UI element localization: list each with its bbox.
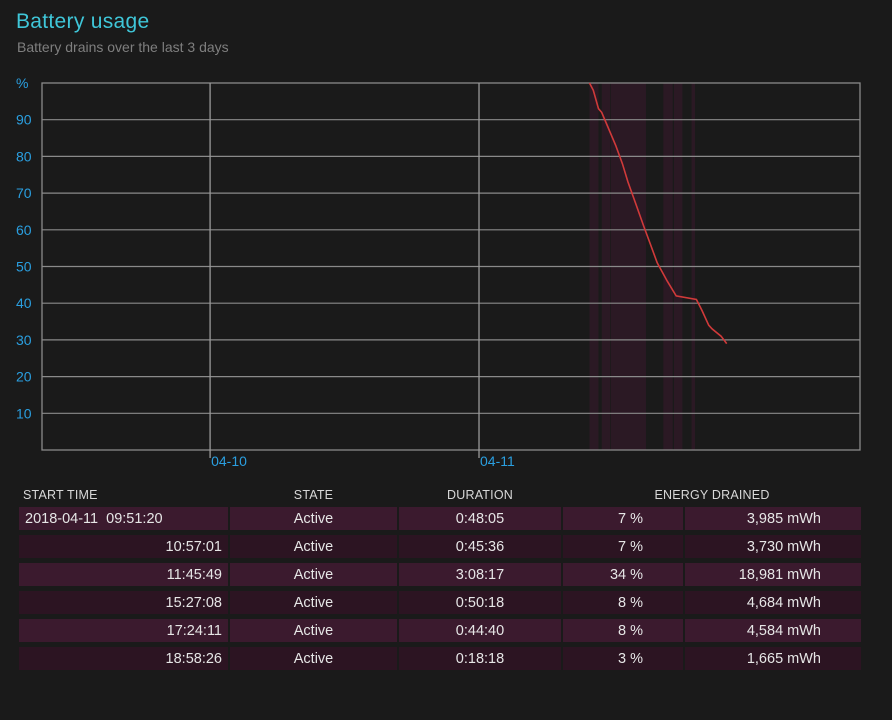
duration: 0:44:40 — [399, 619, 561, 642]
table-row: 2018-04-11 09:51:20 Active 0:48:05 7 % 3… — [19, 507, 861, 530]
duration: 0:45:36 — [399, 535, 561, 558]
battery-usage-table: START TIME STATE DURATION ENERGY DRAINED… — [17, 483, 863, 675]
duration: 3:08:17 — [399, 563, 561, 586]
state: Active — [230, 619, 397, 642]
y-tick-label: 80 — [16, 148, 32, 164]
col-energy-drained: ENERGY DRAINED — [654, 488, 770, 502]
x-tick-label: 04-10 — [211, 453, 247, 469]
battery-drain-line — [588, 82, 728, 345]
x-tick-label: 04-11 — [480, 453, 515, 469]
start-time: 10:57:01 — [19, 535, 228, 558]
energy-percent: 8 % — [563, 619, 683, 642]
y-tick-label: 30 — [16, 332, 32, 348]
energy-percent: 3 % — [563, 647, 683, 670]
y-tick-label: 10 — [16, 405, 32, 421]
energy-mwh: 1,665 mWh — [685, 647, 861, 670]
energy-percent: 8 % — [563, 591, 683, 614]
drain-series — [588, 82, 728, 345]
energy-percent: 7 % — [563, 535, 683, 558]
page-subtitle: Battery drains over the last 3 days — [17, 39, 229, 55]
x-axis-labels: 04-10 04-11 — [211, 453, 515, 469]
chart-grid — [41, 82, 861, 458]
energy-percent: 7 % — [563, 507, 683, 530]
table-row: 15:27:08 Active 0:50:18 8 % 4,684 mWh — [19, 591, 861, 614]
col-state: STATE — [293, 488, 334, 502]
page-title: Battery usage — [16, 10, 150, 33]
table-row: 18:58:26 Active 0:18:18 3 % 1,665 mWh — [19, 647, 861, 670]
state: Active — [230, 591, 397, 614]
energy-mwh: 3,985 mWh — [685, 507, 861, 530]
energy-mwh: 3,730 mWh — [685, 535, 861, 558]
start-time: 18:58:26 — [19, 647, 228, 670]
start-time: 11:45:49 — [19, 563, 228, 586]
col-start-time: START TIME — [23, 488, 98, 502]
table-row: 10:57:01 Active 0:45:36 7 % 3,730 mWh — [19, 535, 861, 558]
y-tick-label: 20 — [16, 369, 32, 385]
energy-mwh: 4,584 mWh — [685, 619, 861, 642]
energy-mwh: 4,684 mWh — [685, 591, 861, 614]
state: Active — [230, 507, 397, 530]
y-axis-unit: % — [16, 75, 28, 91]
energy-mwh: 18,981 mWh — [685, 563, 861, 586]
table-row: 11:45:49 Active 3:08:17 34 % 18,981 mWh — [19, 563, 861, 586]
state: Active — [230, 563, 397, 586]
state: Active — [230, 535, 397, 558]
y-tick-label: 90 — [16, 112, 32, 128]
table-row: 17:24:11 Active 0:44:40 8 % 4,584 mWh — [19, 619, 861, 642]
duration: 0:48:05 — [399, 507, 561, 530]
y-tick-label: 40 — [16, 295, 32, 311]
start-time: 17:24:11 — [19, 619, 228, 642]
y-tick-label: 70 — [16, 185, 32, 201]
y-tick-label: 50 — [16, 259, 32, 275]
y-tick-label: 60 — [16, 222, 32, 238]
table-header-row: START TIME STATE DURATION ENERGY DRAINED — [19, 488, 861, 502]
y-axis-labels: % 10 20 30 40 50 60 70 80 90 — [16, 75, 32, 421]
state: Active — [230, 647, 397, 670]
energy-percent: 34 % — [563, 563, 683, 586]
duration: 0:50:18 — [399, 591, 561, 614]
battery-chart: % 10 20 30 40 50 60 70 80 90 04-10 04-11 — [16, 75, 861, 469]
start-time: 2018-04-11 09:51:20 — [19, 507, 228, 530]
duration: 0:18:18 — [399, 647, 561, 670]
start-time: 15:27:08 — [19, 591, 228, 614]
col-duration: DURATION — [447, 488, 513, 502]
